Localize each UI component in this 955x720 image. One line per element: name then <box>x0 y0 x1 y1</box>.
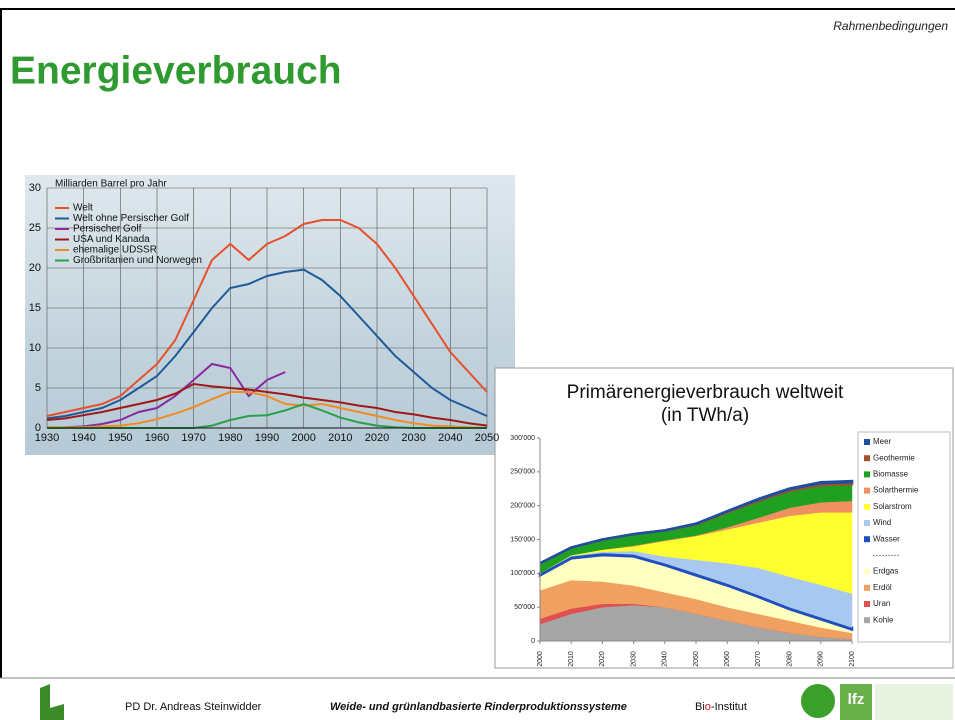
legend-label: Solarthermie <box>873 486 919 495</box>
y-tick-label: 0 <box>35 422 41 434</box>
x-tick-label: 1930 <box>35 432 59 444</box>
data-line <box>46 268 488 420</box>
legend-label: Biomasse <box>873 470 909 479</box>
x-tick-label: 2050 <box>693 651 700 667</box>
x-tick-label: 2020 <box>599 651 606 667</box>
y-tick-label: 300'000 <box>510 435 535 442</box>
x-tick-label: 2060 <box>724 651 731 667</box>
legend-swatch <box>864 617 870 624</box>
y-tick-label: 30 <box>29 182 41 194</box>
x-tick-label: 2020 <box>365 432 389 444</box>
footer-institute: Bio-Institut <box>695 701 747 713</box>
legend-label: ehemalige UDSSR <box>73 245 157 256</box>
data-line <box>47 391 488 429</box>
x-tick-label: 2050 <box>475 432 499 444</box>
legend-swatch <box>864 487 870 494</box>
chart2-legend-box <box>857 431 951 643</box>
legend-label: Welt ohne Persischer Golf <box>73 213 189 224</box>
legend-label: Erdöl <box>873 583 892 592</box>
legend-swatch <box>864 471 870 478</box>
x-tick-label: 2040 <box>662 651 669 667</box>
x-tick-label: 2040 <box>438 432 462 444</box>
institute-prefix: Bi <box>695 701 705 713</box>
x-tick-label: 1990 <box>255 432 279 444</box>
x-tick-label: 1950 <box>108 432 132 444</box>
x-tick-label: 2010 <box>328 432 352 444</box>
x-tick-label: 2010 <box>568 651 575 667</box>
x-tick-label: 2090 <box>818 651 825 667</box>
footer-logo-text: lfz <box>848 691 865 708</box>
x-tick-label: 1960 <box>145 432 169 444</box>
footer-logo-left <box>40 684 64 720</box>
y-tick-label: 250'000 <box>510 469 535 476</box>
x-tick-label: 2030 <box>630 651 637 667</box>
legend-swatch <box>864 601 870 607</box>
y-tick-label: 20 <box>29 262 41 274</box>
x-tick-label: 2030 <box>401 432 425 444</box>
legend-swatch <box>864 584 870 591</box>
chart1-background <box>25 175 515 455</box>
legend-label: USA und Kanada <box>73 234 150 245</box>
x-tick-label: 1970 <box>181 432 205 444</box>
legend-label: Uran <box>873 599 890 608</box>
legend-swatch <box>864 568 870 575</box>
legend-swatch <box>864 503 870 510</box>
y-axis-title: Milliarden Barrel pro Jahr <box>55 179 167 190</box>
y-tick-label: 100'000 <box>510 570 535 577</box>
legend-label: Erdgas <box>873 567 898 576</box>
legend-label: Persischer Golf <box>73 224 142 235</box>
legend-label: Solarstrom <box>873 502 912 511</box>
y-tick-label: 0 <box>531 638 535 645</box>
legend-label: Meer <box>873 437 892 446</box>
chart2-title: Primärenergieverbrauch weltweit <box>567 382 844 403</box>
y-tick-label: 50'000 <box>514 604 535 611</box>
y-tick-label: 25 <box>29 222 41 234</box>
y-tick-label: 5 <box>35 382 41 394</box>
x-tick-label: 2000 <box>537 651 544 667</box>
footer-logo-panel <box>875 684 953 720</box>
x-tick-label: 2070 <box>755 651 762 667</box>
x-tick-label: 2000 <box>291 432 315 444</box>
legend-swatch <box>864 536 870 543</box>
legend-label: Welt <box>73 203 93 214</box>
area-segment <box>539 479 854 565</box>
chart2-subtitle: (in TWh/a) <box>661 405 749 426</box>
x-tick-label: 2080 <box>786 651 793 667</box>
legend-label: Geothermie <box>873 453 915 462</box>
section-label: Rahmenbedingungen <box>833 19 948 33</box>
institute-suffix: -Institut <box>711 701 747 713</box>
legend-swatch <box>864 455 870 462</box>
footer-author: PD Dr. Andreas Steinwidder <box>125 701 262 713</box>
data-line <box>46 382 488 427</box>
legend-swatch <box>864 520 870 526</box>
legend-swatch <box>864 439 870 445</box>
footer-course: Weide- und grünlandbasierte Rinderproduk… <box>330 701 627 713</box>
x-tick-label: 1940 <box>71 432 95 444</box>
legend-label: Kohle <box>873 615 894 624</box>
slide-title: Energieverbrauch <box>10 49 342 92</box>
footer-logo-box <box>840 684 872 720</box>
y-tick-label: 15 <box>29 302 41 314</box>
y-tick-label: 200'000 <box>510 503 535 510</box>
legend-label: Großbritanien und Norwegen <box>73 255 202 266</box>
legend-label: Wasser <box>873 534 900 543</box>
footer-globe <box>801 684 835 718</box>
y-tick-label: 150'000 <box>510 536 535 543</box>
data-line <box>46 219 488 417</box>
x-tick-label: 1980 <box>218 432 242 444</box>
y-tick-label: 10 <box>29 342 41 354</box>
x-tick-label: 2100 <box>849 651 856 667</box>
institute-accent: o <box>705 701 711 713</box>
legend-label: Wind <box>873 518 891 527</box>
